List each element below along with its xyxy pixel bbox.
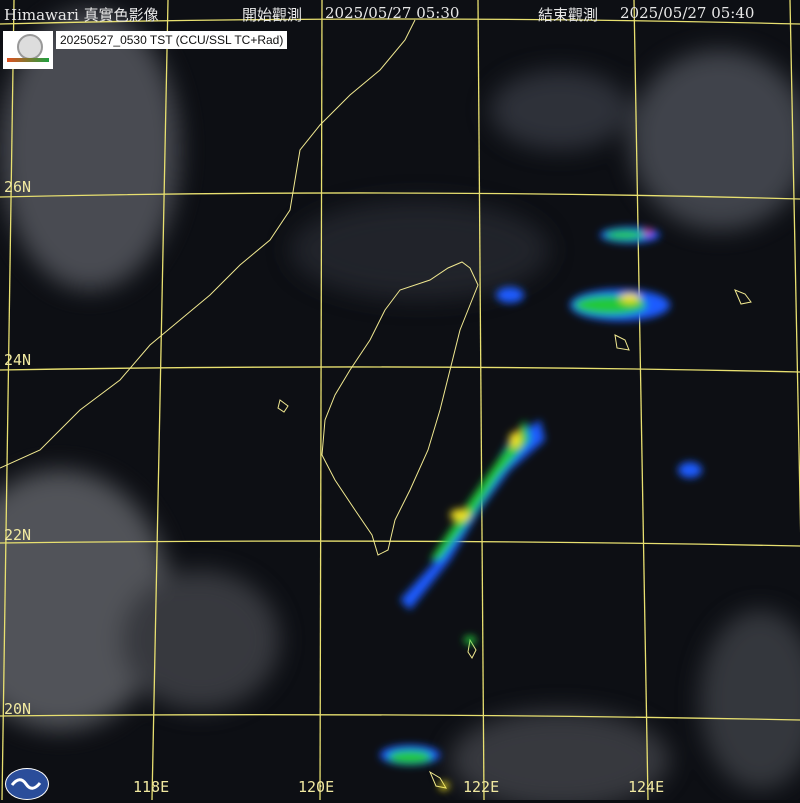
- overlay-label: 20250527_0530 TST (CCU/SSL TC+Rad): [56, 31, 288, 49]
- lon-label-118e: 118E: [133, 778, 170, 796]
- end-time: 2025/05/27 05:40: [620, 4, 755, 22]
- lat-label-20n: 20N: [4, 700, 32, 718]
- lon-label-122e: 122E: [463, 778, 500, 796]
- lon-label-124e: 124E: [628, 778, 665, 796]
- product-title: Himawari 真實色影像: [4, 6, 159, 24]
- lat-label-26n: 26N: [4, 178, 32, 196]
- start-label: 開始觀測: [242, 6, 303, 24]
- lon-label-120e: 120E: [298, 778, 335, 796]
- lat-label-24n: 24N: [4, 351, 32, 369]
- cwa-logo: [5, 768, 49, 800]
- end-label: 結束觀測: [538, 6, 599, 24]
- start-time: 2025/05/27 05:30: [325, 4, 460, 22]
- cloud-layer: [0, 10, 800, 800]
- radar-echoes: [380, 227, 702, 790]
- university-seal-logo: [3, 31, 53, 69]
- lat-label-22n: 22N: [4, 526, 32, 544]
